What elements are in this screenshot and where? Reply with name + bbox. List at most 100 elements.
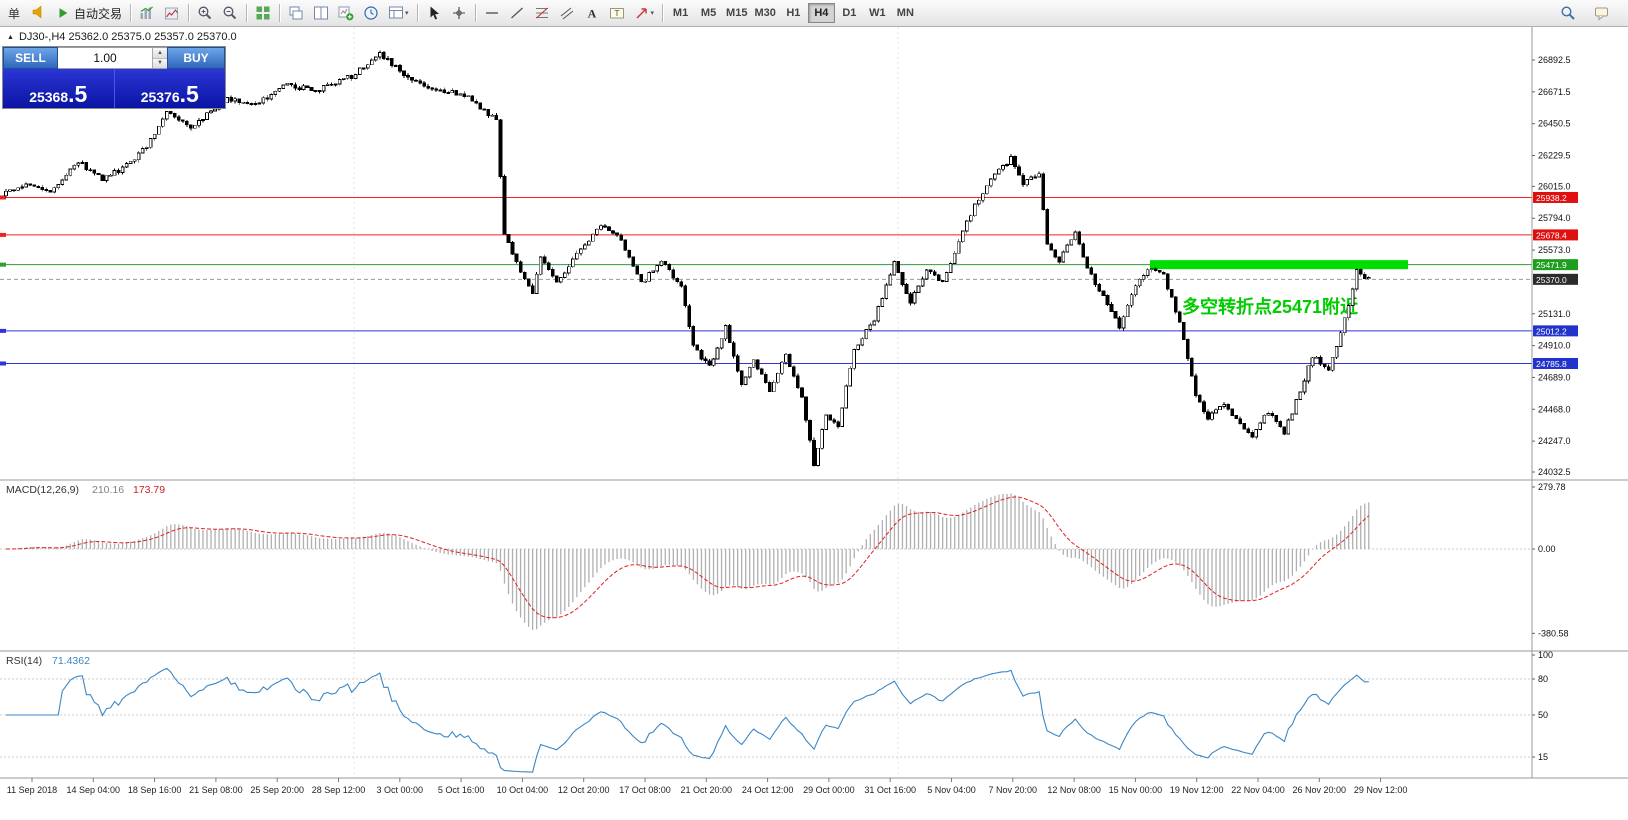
symbol-ohlc-text: DJ30-,H4 25362.0 25375.0 25357.0 25370.0 [18, 31, 237, 43]
svg-text:31 Oct 16:00: 31 Oct 16:00 [864, 785, 916, 795]
time-axis[interactable]: 11 Sep 2018 14 Sep 04:00 18 Sep 16:00 21 Se… [7, 778, 1408, 795]
svg-text:25370.0: 25370.0 [1536, 275, 1567, 285]
crosshair-icon[interactable] [447, 2, 471, 24]
svg-text:24 Oct 12:00: 24 Oct 12:00 [742, 785, 794, 795]
announcement-icon[interactable] [27, 1, 51, 23]
rsi-line [6, 667, 1369, 773]
svg-text:RSI(14): RSI(14) [6, 655, 42, 667]
tile-windows-icon[interactable] [251, 2, 275, 24]
svg-text:12 Nov 08:00: 12 Nov 08:00 [1047, 785, 1101, 795]
sell-button[interactable]: SELL [3, 47, 58, 69]
toolbar-separator [279, 4, 281, 22]
svg-text:22 Nov 04:00: 22 Nov 04:00 [1231, 785, 1285, 795]
arrows-icon[interactable]: ▾ [630, 2, 659, 24]
text-icon[interactable]: A [580, 2, 604, 24]
svg-text:15: 15 [1538, 752, 1548, 762]
trendline-icon[interactable] [505, 2, 529, 24]
svg-text:26892.5: 26892.5 [1538, 55, 1571, 65]
svg-text:26015.0: 26015.0 [1538, 181, 1571, 191]
charts-area-icon[interactable] [160, 2, 184, 24]
toolbar-separator [246, 4, 248, 22]
autotrading-button[interactable]: 自动交易 [52, 2, 126, 24]
volume-value[interactable]: 1.00 [93, 51, 117, 65]
channel-icon[interactable] [555, 2, 579, 24]
svg-text:25794.0: 25794.0 [1538, 213, 1571, 223]
timeframe-m30-button[interactable]: M30 [751, 3, 778, 23]
svg-text:5 Nov 04:00: 5 Nov 04:00 [927, 785, 976, 795]
svg-text:24468.0: 24468.0 [1538, 404, 1571, 414]
sell-price[interactable]: 25368.5 [3, 69, 115, 108]
toolbar: 单 自动交易 ▾ A T ▾ M1 M5 M15 M30 H1 H4 D1 W1 MN [0, 0, 1628, 27]
svg-text:26229.5: 26229.5 [1538, 151, 1571, 161]
svg-text:71.4362: 71.4362 [52, 655, 90, 667]
fibonacci-icon[interactable] [530, 2, 554, 24]
profiles-icon[interactable]: ▾ [384, 2, 413, 24]
chart-area[interactable]: 多空转折点25471附近 MACD(12,26,9) 210.16 173.79 RSI… [0, 27, 1628, 820]
main-chart[interactable]: 多空转折点25471附近 [0, 27, 1532, 778]
volume-up-button[interactable]: ▲ [153, 48, 167, 59]
svg-text:17 Oct 08:00: 17 Oct 08:00 [619, 785, 671, 795]
timeframe-m1-button[interactable]: M1 [667, 3, 694, 23]
autotrading-label: 自动交易 [74, 6, 123, 21]
timeframe-h1-button[interactable]: H1 [780, 3, 807, 23]
hline-icon[interactable] [480, 2, 504, 24]
timeframe-m5-button[interactable]: M5 [695, 3, 722, 23]
one-click-trading-panel: SELL 1.00 ▲ ▼ BUY 25368.5 25376.5 [2, 46, 226, 109]
clock-icon[interactable] [359, 2, 383, 24]
buy-price[interactable]: 25376.5 [114, 69, 225, 108]
volume-stepper[interactable]: 1.00 ▲ ▼ [58, 47, 167, 69]
svg-text:10 Oct 04:00: 10 Oct 04:00 [497, 785, 549, 795]
new-chart-icon[interactable] [334, 2, 358, 24]
svg-text:0.00: 0.00 [1538, 544, 1556, 554]
svg-text:173.79: 173.79 [133, 484, 165, 496]
svg-text:5 Oct 16:00: 5 Oct 16:00 [438, 785, 485, 795]
svg-text:25012.2: 25012.2 [1536, 326, 1567, 336]
timeframe-m15-button[interactable]: M15 [723, 3, 750, 23]
timeframe-d1-button[interactable]: D1 [836, 3, 863, 23]
svg-text:-380.58: -380.58 [1538, 628, 1569, 638]
svg-text:25 Sep 20:00: 25 Sep 20:00 [250, 785, 304, 795]
timeframe-mn-button[interactable]: MN [892, 3, 919, 23]
svg-text:15 Nov 00:00: 15 Nov 00:00 [1109, 785, 1163, 795]
timeframe-h4-button[interactable]: H4 [807, 3, 835, 23]
chat-icon[interactable] [1590, 2, 1614, 24]
symbol-triangle-icon: ▲ [7, 33, 14, 41]
cascade-windows-icon[interactable] [284, 2, 308, 24]
price-axis[interactable]: 26892.5 26671.5 26450.5 26229.5 26015.0 25794… [0, 27, 1628, 779]
timeframe-w1-button[interactable]: W1 [864, 3, 891, 23]
cursor-icon[interactable] [422, 2, 446, 24]
zoom-out-icon[interactable] [218, 2, 242, 24]
svg-text:21 Sep 08:00: 21 Sep 08:00 [189, 785, 243, 795]
autotrading-play-icon [59, 8, 68, 18]
svg-text:24032.5: 24032.5 [1538, 467, 1571, 477]
buy-button[interactable]: BUY [167, 47, 225, 69]
macd-signal-line [5, 496, 1370, 619]
zoom-in-icon[interactable] [193, 2, 217, 24]
pivot-annotation-text[interactable]: 多空转折点25471附近 [1182, 296, 1358, 317]
svg-text:50: 50 [1538, 710, 1548, 720]
charts-up-icon[interactable] [135, 2, 159, 24]
search-icon[interactable] [1556, 2, 1580, 24]
macd-panel[interactable]: MACD(12,26,9) 210.16 173.79 [0, 484, 1532, 631]
svg-text:28 Sep 12:00: 28 Sep 12:00 [312, 785, 366, 795]
svg-text:210.16: 210.16 [92, 484, 124, 496]
label-icon[interactable]: T [605, 2, 629, 24]
svg-text:MACD(12,26,9): MACD(12,26,9) [6, 484, 79, 496]
tile-vertical-icon[interactable] [309, 2, 333, 24]
svg-text:24689.0: 24689.0 [1538, 372, 1571, 382]
svg-text:279.78: 279.78 [1538, 482, 1566, 492]
chart-canvas[interactable]: 多空转折点25471附近 MACD(12,26,9) 210.16 173.79 RSI… [0, 27, 1628, 820]
volume-down-button[interactable]: ▼ [153, 58, 167, 68]
svg-text:18 Sep 16:00: 18 Sep 16:00 [128, 785, 182, 795]
svg-text:T: T [614, 8, 619, 18]
toolbar-separator [130, 4, 132, 22]
pivot-zone-rectangle[interactable] [1150, 260, 1408, 270]
rsi-panel[interactable]: RSI(14) 71.4362 [0, 655, 1532, 773]
toolbar-separator [474, 4, 476, 22]
toolbar-separator [416, 4, 418, 22]
orders-button[interactable]: 单 [2, 2, 26, 24]
svg-text:26450.5: 26450.5 [1538, 119, 1571, 129]
svg-text:A: A [587, 7, 596, 21]
svg-text:3 Oct 00:00: 3 Oct 00:00 [377, 785, 424, 795]
